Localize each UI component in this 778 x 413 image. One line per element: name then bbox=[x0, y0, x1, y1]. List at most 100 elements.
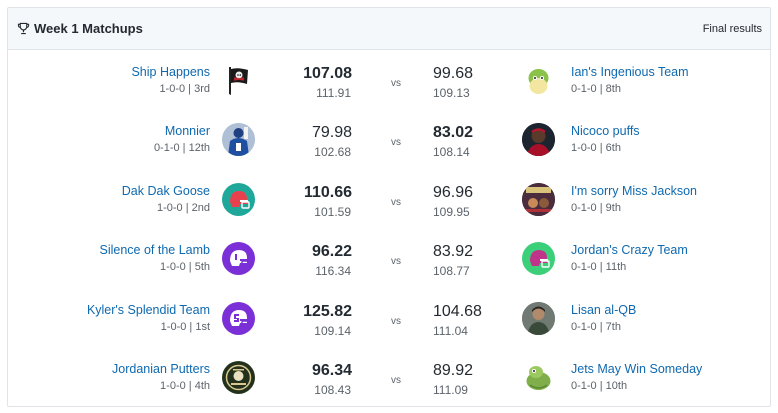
helmet-icon[interactable] bbox=[222, 302, 255, 335]
team-record: 1-0-0 | 3rd bbox=[159, 83, 210, 95]
right-team: Nicoco puffs 1-0-0 | 6th bbox=[571, 124, 640, 155]
player-photo-icon[interactable] bbox=[522, 123, 555, 156]
cartoon-character-icon[interactable] bbox=[522, 64, 555, 97]
projected-score: 108.43 bbox=[314, 383, 351, 397]
projected-score: 109.95 bbox=[433, 205, 470, 219]
team-name-link[interactable]: I'm sorry Miss Jackson bbox=[571, 184, 698, 198]
pirate-flag-icon[interactable] bbox=[222, 64, 255, 97]
right-score-block: 83.92 108.77 bbox=[433, 242, 473, 278]
vs-label: vs bbox=[391, 137, 401, 148]
team-record: 0-1-0 | 11th bbox=[571, 261, 627, 273]
vs-label: vs bbox=[391, 375, 401, 386]
projected-score: 108.77 bbox=[433, 264, 470, 278]
left-score-block: 110.66 101.59 bbox=[304, 183, 352, 219]
right-score-block: 96.96 109.95 bbox=[433, 183, 473, 219]
team-score: 89.92 bbox=[433, 362, 474, 379]
team-name-link[interactable]: Nicoco puffs bbox=[571, 124, 640, 138]
projected-score: 111.04 bbox=[433, 324, 468, 338]
left-score-block: 107.08 111.91 bbox=[303, 64, 352, 100]
right-team: I'm sorry Miss Jackson 0-1-0 | 9th bbox=[571, 184, 697, 215]
team-score: 107.08 bbox=[303, 65, 352, 82]
vs-label: vs bbox=[391, 78, 401, 89]
team-name-link[interactable]: Lisan al-QB bbox=[571, 303, 637, 317]
projected-score: 111.09 bbox=[433, 383, 468, 397]
team-name-link[interactable]: Silence of the Lamb bbox=[99, 243, 211, 257]
team-score: 83.02 bbox=[433, 124, 474, 141]
matchup-row: Ship Happens 1-0-0 | 3rd 107.08 111.91 v… bbox=[8, 51, 770, 110]
helmet-icon[interactable] bbox=[522, 242, 555, 275]
helmet-icon[interactable] bbox=[222, 242, 255, 275]
team-record: 1-0-0 | 2nd bbox=[156, 202, 210, 214]
vs-label: vs bbox=[391, 256, 401, 267]
team-name-link[interactable]: Jordanian Putters bbox=[112, 362, 210, 376]
team-score: 96.96 bbox=[433, 184, 474, 201]
team-name-link[interactable]: Ian's Ingenious Team bbox=[571, 65, 689, 79]
team-name-link[interactable]: Jets May Win Someday bbox=[571, 362, 703, 376]
player-photo-icon[interactable] bbox=[222, 123, 255, 156]
left-score-block: 79.98 102.68 bbox=[312, 123, 352, 159]
album-art-icon[interactable] bbox=[522, 183, 555, 216]
team-score: 110.66 bbox=[303, 184, 352, 201]
team-record: 0-1-0 | 10th bbox=[571, 380, 628, 392]
right-score-block: 104.68 111.04 bbox=[433, 302, 482, 338]
results-status: Final results bbox=[702, 22, 762, 35]
left-team: Silence of the Lamb 1-0-0 | 5th bbox=[100, 243, 211, 274]
left-team: Monnier 0-1-0 | 12th bbox=[154, 124, 210, 155]
team-name-link[interactable]: Jordan's Crazy Team bbox=[571, 243, 688, 257]
right-team: Jets May Win Someday 0-1-0 | 10th bbox=[571, 362, 702, 393]
team-record: 0-1-0 | 7th bbox=[571, 321, 621, 333]
page-title: Week 1 Matchups bbox=[34, 21, 143, 36]
left-score-block: 96.34 108.43 bbox=[312, 361, 352, 397]
projected-score: 102.68 bbox=[314, 145, 351, 159]
team-name-link[interactable]: Ship Happens bbox=[131, 65, 210, 79]
projected-score: 108.14 bbox=[433, 145, 470, 159]
team-record: 1-0-0 | 6th bbox=[571, 142, 621, 154]
team-record: 0-1-0 | 12th bbox=[153, 142, 210, 154]
vs-label: vs bbox=[391, 316, 401, 327]
team-record: 0-1-0 | 8th bbox=[571, 83, 621, 95]
team-score: 99.68 bbox=[433, 65, 474, 82]
team-record: 1-0-0 | 5th bbox=[160, 261, 210, 273]
projected-score: 101.59 bbox=[314, 205, 351, 219]
projected-score: 109.14 bbox=[314, 324, 351, 338]
matchups-card: Week 1 Matchups Final results Ship Happe… bbox=[7, 7, 771, 407]
right-score-block: 89.92 111.09 bbox=[433, 361, 473, 397]
matchup-row: Silence of the Lamb 1-0-0 | 5th 96.22 11… bbox=[8, 229, 770, 288]
character-photo-icon[interactable] bbox=[522, 302, 555, 335]
team-score: 125.82 bbox=[303, 303, 352, 320]
team-score: 83.92 bbox=[433, 243, 474, 260]
right-score-block: 83.02 108.14 bbox=[433, 123, 473, 159]
left-team: Jordanian Putters 1-0-0 | 4th bbox=[112, 362, 210, 393]
left-score-block: 96.22 116.34 bbox=[312, 242, 352, 278]
team-score: 96.34 bbox=[311, 362, 352, 379]
left-team: Dak Dak Goose 1-0-0 | 2nd bbox=[122, 184, 210, 215]
projected-score: 116.34 bbox=[315, 264, 351, 278]
left-team: Kyler's Splendid Team 1-0-0 | 1st bbox=[87, 303, 210, 334]
team-name-link[interactable]: Monnier bbox=[164, 124, 210, 138]
matchup-row: Monnier 0-1-0 | 12th 79.98 102.68 vs 83.… bbox=[8, 110, 770, 169]
team-record: 0-1-0 | 9th bbox=[571, 202, 621, 214]
right-team: Ian's Ingenious Team 0-1-0 | 8th bbox=[571, 65, 689, 96]
team-score: 104.68 bbox=[433, 303, 482, 320]
helmet-icon[interactable] bbox=[222, 183, 255, 216]
left-team: Ship Happens 1-0-0 | 3rd bbox=[131, 65, 210, 96]
team-record: 1-0-0 | 4th bbox=[160, 380, 210, 392]
matchup-row: Dak Dak Goose 1-0-0 | 2nd 110.66 101.59 … bbox=[8, 170, 770, 229]
projected-score: 111.91 bbox=[316, 86, 351, 100]
title-wrap: Week 1 Matchups bbox=[17, 21, 143, 36]
trophy-icon bbox=[17, 22, 30, 35]
vs-label: vs bbox=[391, 197, 401, 208]
club-badge-icon[interactable] bbox=[222, 361, 255, 394]
team-score: 79.98 bbox=[311, 124, 352, 141]
matchup-row: Jordanian Putters 1-0-0 | 4th 96.34 108.… bbox=[8, 348, 770, 406]
card-header: Week 1 Matchups Final results bbox=[8, 8, 770, 50]
team-name-link[interactable]: Dak Dak Goose bbox=[121, 184, 210, 198]
team-score: 96.22 bbox=[311, 243, 352, 260]
cartoon-turtle-icon[interactable] bbox=[522, 361, 555, 394]
right-score-block: 99.68 109.13 bbox=[433, 64, 473, 100]
right-team: Jordan's Crazy Team 0-1-0 | 11th bbox=[571, 243, 688, 274]
team-name-link[interactable]: Kyler's Splendid Team bbox=[86, 303, 210, 317]
right-team: Lisan al-QB 0-1-0 | 7th bbox=[571, 303, 636, 334]
team-record: 1-0-0 | 1st bbox=[160, 321, 210, 333]
matchup-row: Kyler's Splendid Team 1-0-0 | 1st 125.82… bbox=[8, 289, 770, 348]
